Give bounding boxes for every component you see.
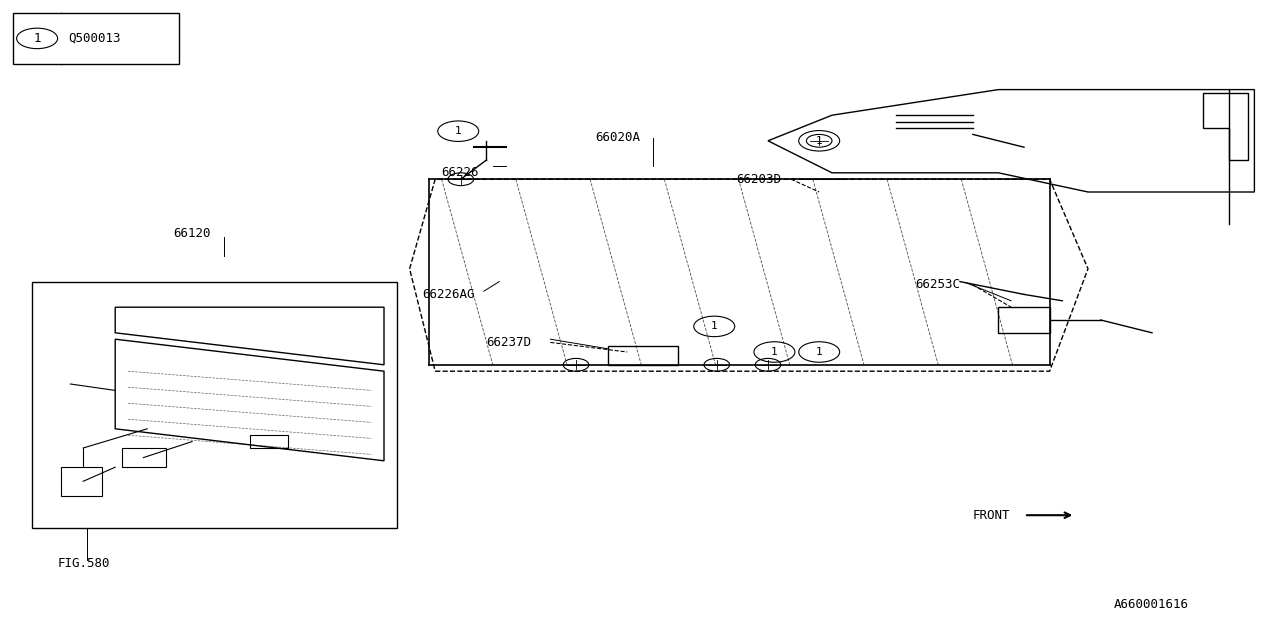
Text: 66203D: 66203D <box>736 173 781 186</box>
Text: 1: 1 <box>710 321 718 332</box>
Text: 66020A: 66020A <box>595 131 640 144</box>
Text: 1: 1 <box>771 347 778 357</box>
Text: 66226: 66226 <box>442 166 479 179</box>
Bar <box>38 378 70 390</box>
Text: FRONT: FRONT <box>973 509 1010 522</box>
Text: 66237D: 66237D <box>486 336 531 349</box>
FancyBboxPatch shape <box>13 13 179 64</box>
Text: 66253C: 66253C <box>915 278 960 291</box>
Text: FIG.580: FIG.580 <box>58 557 110 570</box>
Text: 1: 1 <box>33 32 41 45</box>
Text: 1: 1 <box>454 126 462 136</box>
Text: A660001616: A660001616 <box>1114 598 1189 611</box>
Text: 1: 1 <box>815 136 823 146</box>
Text: 66120: 66120 <box>173 227 210 240</box>
FancyBboxPatch shape <box>32 282 397 528</box>
Text: 66226AG: 66226AG <box>422 288 475 301</box>
Text: Q500013: Q500013 <box>68 32 120 45</box>
Text: 1: 1 <box>815 347 823 357</box>
